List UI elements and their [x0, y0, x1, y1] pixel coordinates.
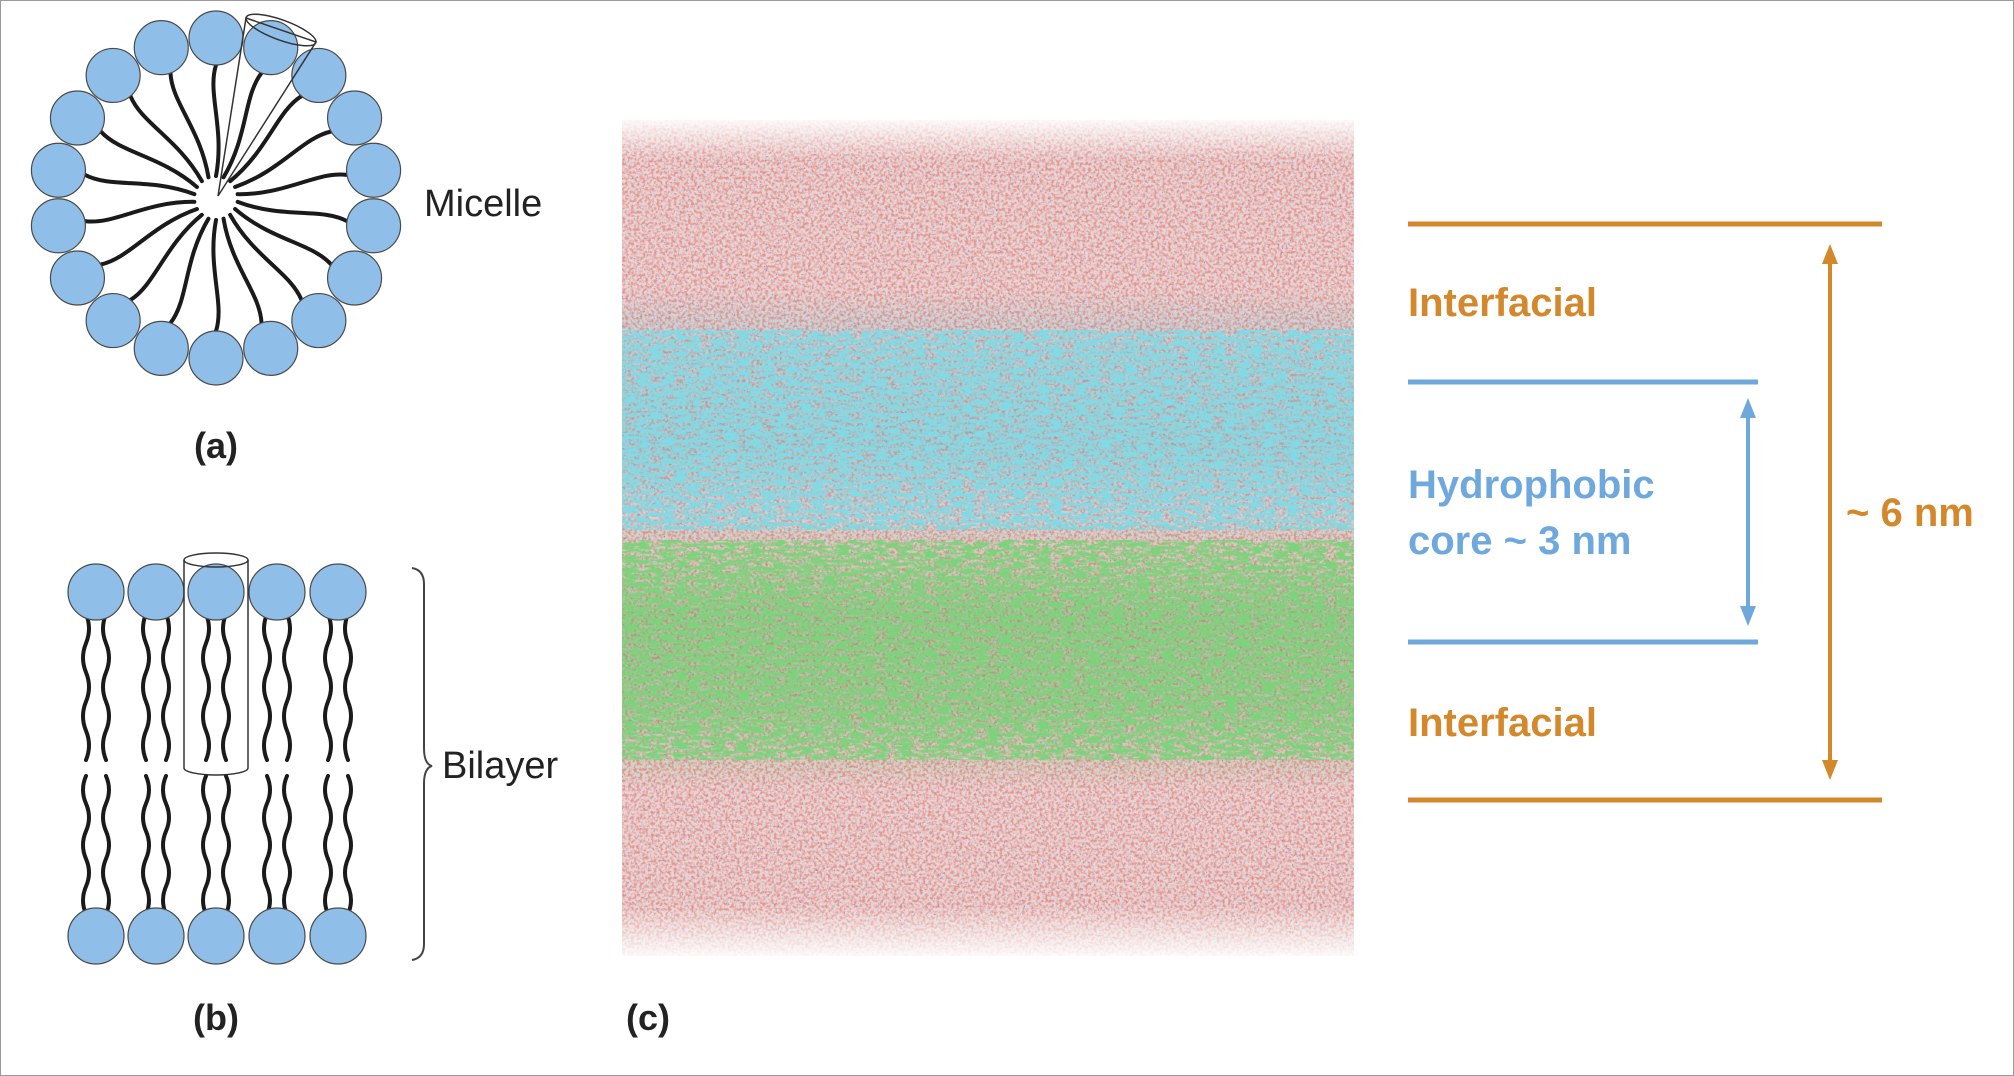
hydrophobic-core-label-line1: Hydrophobic: [1408, 463, 1655, 507]
lipid-tail: [81, 774, 91, 916]
bilayer-headgroups: [67, 563, 367, 965]
md-simulation-image: [622, 120, 1354, 956]
lipid-headgroup: [345, 142, 402, 198]
micelle-caption: Micelle: [424, 183, 542, 225]
lipid-headgroup: [188, 330, 244, 386]
lipid-tail: [343, 612, 353, 762]
lipid-tail: [81, 612, 91, 762]
micelle-cone-outline: [217, 13, 318, 197]
lipid-tail: [228, 212, 304, 302]
lipid-headgroup: [291, 47, 347, 104]
lipid-headgroup: [326, 250, 383, 306]
bilayer-caption: Bilayer: [442, 745, 558, 787]
lipid-headgroup: [309, 563, 367, 621]
lipid-headgroup: [188, 10, 244, 66]
lipid-tail: [221, 612, 231, 762]
lipid-tail: [282, 774, 292, 916]
core-thickness-arrow: [1740, 398, 1756, 626]
lipid-headgroup: [309, 907, 367, 965]
lipid-tail: [168, 71, 211, 180]
lipid-tail: [201, 612, 211, 762]
bilayer-tails: [81, 612, 353, 916]
lipid-tail: [323, 612, 333, 762]
lipid-tail: [211, 63, 221, 178]
total-thickness-label: ~ 6 nm: [1846, 491, 1974, 535]
lipid-tail: [262, 774, 272, 916]
lipid-headgroup: [248, 907, 306, 965]
lipid-tail: [233, 207, 334, 267]
lipid-tail: [221, 216, 264, 325]
lipid-headgroup: [133, 20, 189, 76]
lipid-headgroup: [67, 907, 125, 965]
lipid-tail: [235, 172, 349, 197]
lipid-headgroup: [187, 907, 245, 965]
lipid-tail: [128, 94, 204, 184]
lipid-tail: [201, 774, 211, 916]
lipid-tail: [323, 774, 333, 916]
bilayer-cylinder-outline: [183, 552, 249, 776]
lipid-headgroup: [85, 47, 141, 104]
lipid-headgroup: [187, 563, 245, 621]
lipid-tail: [235, 199, 349, 224]
lipid-headgroup: [326, 90, 383, 146]
micelle-diagram: [30, 10, 402, 386]
lipid-tail: [101, 612, 111, 762]
lipid-tail: [282, 612, 292, 762]
lipid-headgroup: [127, 563, 185, 621]
micelle-headgroups: [30, 10, 402, 386]
lipid-tail: [141, 612, 151, 762]
interfacial-top-label: Interfacial: [1408, 281, 1597, 325]
total-thickness-arrow: [1822, 244, 1838, 780]
panel-a-label: (a): [194, 425, 238, 466]
lipid-tail: [128, 212, 204, 302]
lipid-tail: [161, 774, 171, 916]
hydrophobic-core-label-line2: core ~ 3 nm: [1408, 519, 1631, 563]
lipid-headgroup: [248, 563, 306, 621]
lipid-tail: [262, 612, 272, 762]
bilayer-diagram: [67, 563, 367, 965]
lipid-tail: [98, 129, 199, 189]
lipid-tail: [221, 774, 231, 916]
lipid-tail: [211, 218, 221, 333]
lipid-tail: [221, 71, 264, 180]
lipid-tail: [83, 199, 197, 224]
panel-c-label: (c): [626, 997, 670, 1038]
lipid-headgroup: [133, 320, 189, 376]
lipid-tail: [141, 774, 151, 916]
bilayer-brace: [411, 567, 433, 961]
lipid-tail: [161, 612, 171, 762]
lipid-tail: [233, 129, 334, 189]
lipid-headgroup: [30, 142, 87, 198]
micelle-tails: [83, 63, 349, 333]
lipid-headgroup: [291, 292, 347, 349]
lipid-headgroup: [67, 563, 125, 621]
lipid-headgroup: [127, 907, 185, 965]
lipid-tail: [83, 172, 197, 197]
lipid-tail: [228, 94, 304, 184]
lipid-tail: [101, 774, 111, 916]
lipid-tail: [98, 207, 199, 267]
lipid-tail: [168, 216, 211, 325]
panel-b-label: (b): [193, 997, 239, 1038]
lipid-headgroup: [243, 20, 299, 76]
lipid-headgroup: [49, 250, 106, 306]
lipid-headgroup: [243, 320, 299, 376]
interfacial-bottom-label: Interfacial: [1408, 701, 1597, 745]
lipid-headgroup: [30, 198, 87, 254]
lipid-headgroup: [85, 292, 141, 349]
lipid-tail: [343, 774, 353, 916]
lipid-headgroup: [345, 198, 402, 254]
lipid-headgroup: [49, 90, 106, 146]
